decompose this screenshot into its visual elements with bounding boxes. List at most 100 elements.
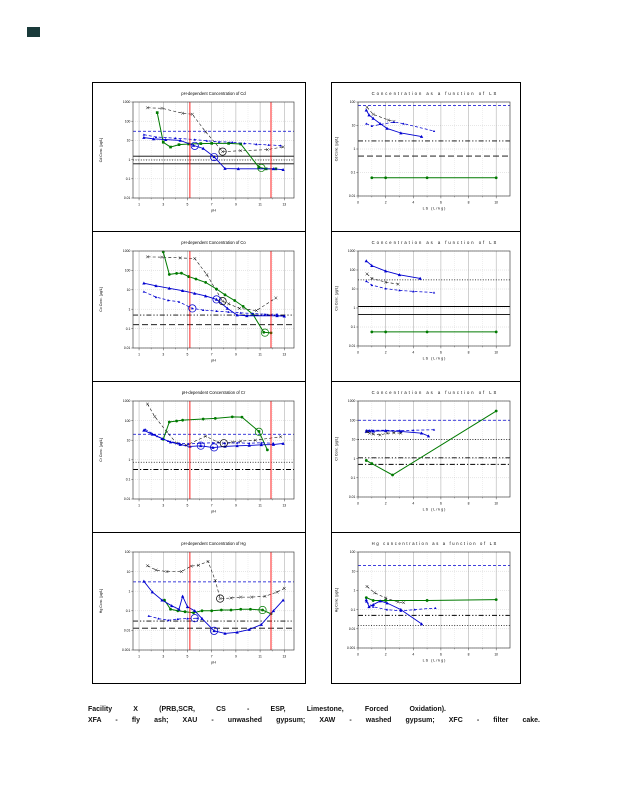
marker-triangle bbox=[372, 605, 375, 608]
chart-ph-co: pH-dependent Concentration of Co 1 3 5 7 9 11 1… bbox=[92, 231, 306, 382]
marker-triangle bbox=[371, 429, 375, 433]
chart-svg-ph-hg: pH-dependent Concentration of Hg1 3 5 7 9 11 1… bbox=[99, 541, 295, 664]
marker-x bbox=[263, 594, 267, 598]
marker-triangle bbox=[168, 440, 173, 444]
x-tick-label: 1 bbox=[138, 503, 140, 507]
circled-point bbox=[258, 605, 267, 615]
x-tick-label: 13 bbox=[282, 503, 286, 507]
marker-triangle bbox=[223, 631, 227, 635]
marker-x bbox=[385, 431, 389, 435]
chart-title: Concentration as a function of LS bbox=[372, 91, 497, 96]
marker-square bbox=[199, 142, 203, 145]
marker-triangle bbox=[180, 289, 185, 293]
circled-point bbox=[210, 443, 219, 452]
marker-x bbox=[145, 402, 150, 406]
marker-triangle bbox=[371, 116, 375, 120]
marker-triangle bbox=[397, 273, 402, 277]
marker-dot bbox=[180, 271, 183, 275]
x-tick-label: 4 bbox=[412, 350, 414, 354]
y-tick-label: 10 bbox=[352, 569, 356, 573]
marker-triangle bbox=[193, 291, 197, 295]
circled-point bbox=[210, 153, 219, 162]
marker-triangle bbox=[434, 606, 437, 610]
marker-triangle bbox=[235, 313, 239, 317]
y-tick-label: 10 bbox=[352, 124, 356, 128]
x-tick-label: 3 bbox=[162, 654, 164, 658]
series-blue-solid-triangle bbox=[365, 260, 421, 279]
x-tick-label: 1 bbox=[138, 352, 140, 356]
marker-x bbox=[230, 440, 234, 444]
marker-triangle bbox=[271, 442, 276, 446]
marker-triangle bbox=[263, 313, 267, 316]
x-tick-label: 10 bbox=[494, 652, 498, 656]
marker-triangle bbox=[223, 166, 227, 170]
marker-triangle bbox=[160, 436, 164, 440]
marker-dot bbox=[219, 608, 223, 612]
circled-point bbox=[210, 626, 219, 635]
marker-triangle bbox=[368, 429, 372, 433]
x-tick-label: 10 bbox=[494, 501, 498, 505]
marker-dot bbox=[167, 273, 171, 276]
chart-svg-ph-co: pH-dependent Concentration of Co1 3 5 7 9 11 1… bbox=[99, 240, 295, 362]
marker-triangle bbox=[378, 599, 382, 603]
y-axis-label: Cd Conc. [µg/L] bbox=[335, 137, 339, 161]
marker-dot bbox=[240, 415, 244, 419]
x-tick-label: 11 bbox=[258, 202, 262, 206]
marker-triangle bbox=[259, 443, 263, 447]
y-tick-label: 0.1 bbox=[126, 327, 131, 331]
y-tick-label: 1000 bbox=[348, 249, 356, 253]
y-axis-label: Co Conc. [µg/L] bbox=[99, 287, 103, 311]
marker-x bbox=[178, 256, 182, 260]
series-green-solid-dot bbox=[162, 416, 268, 451]
circled-point bbox=[257, 163, 266, 172]
marker-triangle bbox=[248, 442, 251, 445]
marker-x bbox=[160, 106, 164, 110]
marker-triangle bbox=[174, 137, 177, 140]
marker-triangle bbox=[255, 143, 258, 146]
y-tick-label: 1 bbox=[128, 158, 130, 162]
marker-triangle bbox=[202, 308, 205, 312]
x-axis-label: LS (L/kg) bbox=[423, 658, 446, 662]
circled-point bbox=[190, 141, 199, 150]
marker-x bbox=[253, 438, 257, 442]
marker-triangle bbox=[142, 135, 146, 139]
x-axis-label: pH bbox=[211, 509, 216, 513]
marker-triangle bbox=[203, 294, 208, 298]
marker-triangle bbox=[247, 443, 251, 447]
marker-triangle bbox=[178, 138, 182, 142]
series-blue-dashed-triangle bbox=[148, 615, 198, 621]
marker-dot bbox=[494, 409, 498, 413]
chart-title: pH-dependent Concentration of Hg bbox=[181, 541, 246, 546]
marker-dot bbox=[384, 330, 388, 334]
chart-title: Concentration as a function of LS bbox=[372, 240, 497, 245]
marker-triangle bbox=[215, 309, 218, 313]
y-tick-label: 1000 bbox=[123, 249, 131, 253]
plot-frame bbox=[357, 400, 511, 498]
marker-x bbox=[227, 302, 231, 306]
marker-x bbox=[213, 578, 217, 583]
marker-x bbox=[193, 256, 197, 261]
marker-triangle bbox=[367, 605, 371, 609]
x-tick-label: 5 bbox=[187, 202, 189, 206]
marker-x bbox=[402, 601, 406, 605]
marker-dot bbox=[233, 299, 237, 302]
series-black-dashed-x bbox=[147, 256, 276, 311]
circled-point bbox=[196, 441, 205, 450]
x-tick-label: 1 bbox=[138, 202, 140, 206]
marker-x bbox=[179, 570, 183, 574]
marker-triangle bbox=[383, 269, 388, 273]
marker-triangle bbox=[399, 607, 403, 611]
chart-ls-cd: Concentration as a function of LS 0 2 4 6 8 10… bbox=[331, 82, 521, 232]
circled-point bbox=[218, 147, 227, 156]
x-tick-label: 0 bbox=[357, 200, 359, 204]
series-blue-solid-triangle bbox=[366, 430, 429, 437]
marker-x bbox=[218, 597, 222, 601]
x-tick-label: 6 bbox=[440, 200, 442, 204]
y-axis-label: Cd Conc. [µg/L] bbox=[99, 138, 103, 162]
circled-point bbox=[190, 614, 199, 623]
marker-x bbox=[373, 591, 377, 595]
marker-dot bbox=[210, 609, 214, 613]
marker-dot bbox=[262, 330, 266, 334]
marker-triangle bbox=[167, 286, 171, 290]
x-tick-label: 0 bbox=[357, 652, 359, 656]
